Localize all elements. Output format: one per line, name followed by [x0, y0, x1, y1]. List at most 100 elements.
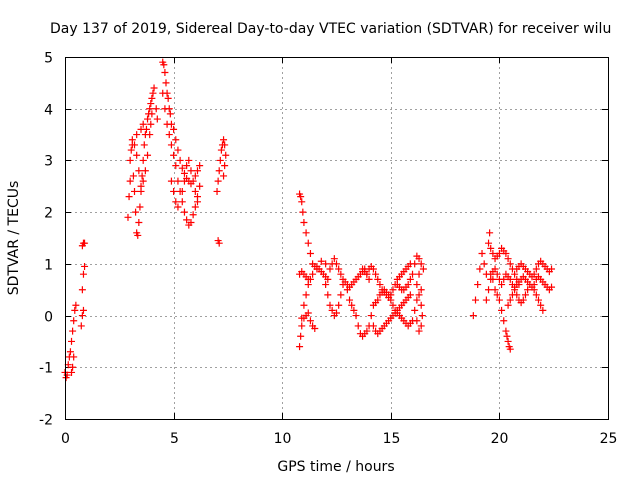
- data-point: [524, 286, 532, 294]
- data-point: [81, 262, 89, 270]
- data-point: [220, 136, 228, 144]
- data-point: [519, 296, 527, 304]
- data-point: [346, 296, 354, 304]
- data-point: [352, 312, 360, 320]
- data-point: [129, 172, 137, 180]
- data-point: [406, 291, 414, 299]
- data-point: [180, 208, 188, 216]
- data-point: [302, 229, 310, 237]
- data-point: [127, 146, 135, 154]
- data-point: [191, 187, 199, 195]
- data-point: [178, 198, 186, 206]
- data-point: [172, 162, 180, 170]
- data-point: [372, 270, 380, 278]
- plot-frame: [65, 57, 609, 420]
- data-point: [69, 363, 77, 371]
- data-point: [306, 250, 314, 258]
- data-point: [324, 291, 332, 299]
- x-tick-label: 5: [170, 431, 179, 447]
- data-point: [335, 301, 343, 309]
- data-point: [333, 260, 340, 268]
- data-point: [487, 275, 495, 283]
- data-point: [309, 270, 317, 278]
- data-point: [152, 105, 160, 113]
- data-point: [311, 325, 319, 332]
- data-point: [498, 306, 506, 314]
- data-points: [61, 58, 556, 382]
- data-point: [404, 281, 412, 289]
- data-point: [191, 203, 199, 211]
- data-point: [140, 141, 148, 149]
- x-axis-label: GPS time / hours: [277, 459, 394, 475]
- data-point: [532, 291, 540, 299]
- data-point: [491, 286, 499, 294]
- data-point: [302, 291, 310, 299]
- data-point: [511, 286, 519, 294]
- data-point: [548, 283, 556, 291]
- data-point: [493, 270, 501, 278]
- data-point: [178, 187, 186, 195]
- data-point: [163, 120, 171, 128]
- data-point: [297, 332, 305, 340]
- data-point: [304, 309, 312, 317]
- data-point: [222, 151, 230, 159]
- data-point: [415, 270, 423, 278]
- data-point: [330, 255, 338, 263]
- data-point: [374, 296, 382, 304]
- data-point: [196, 162, 204, 170]
- data-point: [133, 131, 141, 139]
- data-point: [418, 312, 426, 320]
- data-point: [411, 260, 419, 268]
- data-point: [150, 84, 158, 92]
- data-point: [176, 156, 184, 164]
- data-point: [77, 322, 85, 330]
- data-point: [335, 265, 343, 273]
- data-point: [174, 203, 182, 211]
- data-point: [337, 270, 345, 278]
- data-point: [170, 151, 178, 159]
- data-point: [137, 125, 145, 133]
- data-point: [415, 327, 423, 335]
- data-point: [126, 177, 134, 185]
- data-point: [178, 164, 186, 172]
- data-point: [183, 162, 191, 170]
- data-point: [78, 286, 86, 294]
- data-point: [487, 244, 495, 252]
- data-point: [485, 239, 493, 247]
- data-point: [144, 115, 152, 123]
- data-point: [389, 286, 397, 294]
- data-point: [159, 89, 167, 97]
- data-point: [300, 301, 308, 309]
- x-tick-label: 0: [61, 431, 70, 447]
- data-point: [187, 218, 195, 226]
- data-point: [215, 239, 223, 247]
- data-point: [304, 239, 312, 247]
- data-point: [406, 275, 414, 283]
- data-point: [502, 250, 510, 258]
- y-tick-label: -2: [39, 413, 53, 429]
- data-point: [511, 270, 519, 278]
- data-point: [363, 270, 371, 278]
- data-point: [513, 291, 521, 299]
- data-point: [326, 265, 334, 273]
- data-point: [189, 211, 197, 219]
- data-point: [374, 275, 382, 283]
- data-point: [489, 250, 497, 258]
- x-tick-label: 25: [600, 431, 618, 447]
- data-point: [419, 265, 427, 273]
- data-point: [306, 275, 314, 283]
- data-point: [161, 105, 169, 113]
- data-point: [532, 265, 540, 273]
- data-point: [413, 317, 421, 325]
- data-point: [220, 172, 228, 180]
- data-point: [133, 151, 141, 159]
- data-point: [70, 317, 78, 325]
- data-point: [387, 296, 395, 304]
- data-point: [504, 337, 512, 345]
- data-point: [498, 281, 506, 289]
- data-point: [417, 260, 425, 268]
- data-point: [472, 296, 480, 304]
- data-point: [348, 301, 356, 309]
- data-point: [495, 250, 503, 258]
- data-point: [317, 257, 325, 265]
